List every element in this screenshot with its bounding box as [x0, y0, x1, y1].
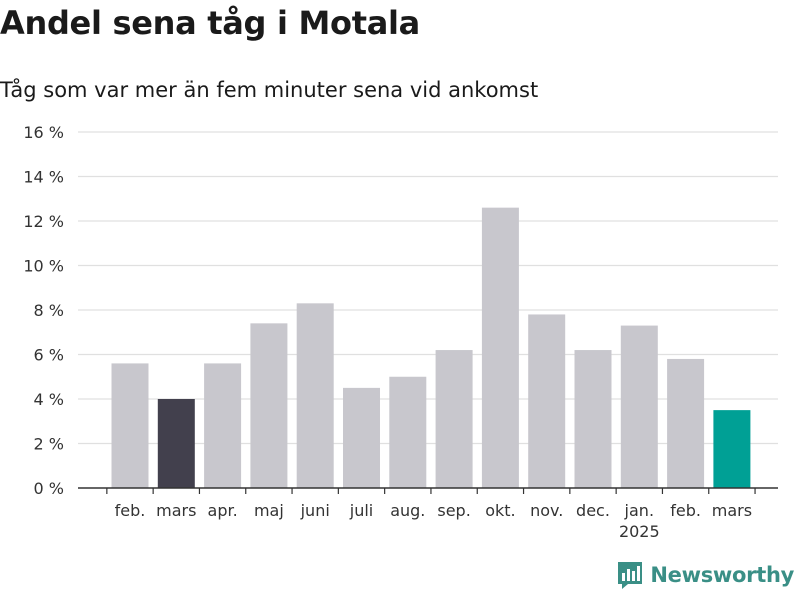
bar — [296, 303, 334, 488]
bar — [250, 323, 288, 488]
bar — [435, 350, 473, 488]
x-tick-label: feb. — [670, 501, 701, 520]
bar — [713, 410, 751, 488]
x-tick-label: feb. — [115, 501, 146, 520]
x-tick-label: maj — [254, 501, 284, 520]
bar — [157, 399, 195, 488]
x-tick-label: okt. — [485, 501, 515, 520]
y-tick-label: 16 % — [23, 123, 64, 142]
bar — [667, 358, 705, 488]
chart-subtitle: Tåg som var mer än fem minuter sena vid … — [0, 78, 539, 102]
y-tick-label: 12 % — [23, 212, 64, 231]
x-tick-label: mars — [712, 501, 752, 520]
x-tick-label: juni — [300, 501, 330, 520]
bar — [204, 363, 242, 488]
chart-title: Andel sena tåg i Motala — [0, 4, 420, 42]
newsworthy-icon — [618, 562, 643, 589]
x-tick-label: sep. — [437, 501, 470, 520]
bar — [343, 387, 380, 488]
x-tick-label: jan. — [624, 501, 654, 520]
newsworthy-logo: Newsworthy — [616, 560, 794, 590]
x-year-label: 2025 — [619, 522, 660, 541]
bar — [111, 363, 149, 488]
bar — [574, 350, 612, 488]
y-tick-label: 10 % — [23, 257, 64, 276]
bar — [620, 325, 658, 488]
y-tick-label: 14 % — [23, 168, 64, 187]
x-tick-label: aug. — [390, 501, 425, 520]
y-tick-label: 6 % — [34, 346, 64, 365]
bar — [528, 314, 566, 488]
x-tick-label: apr. — [208, 501, 238, 520]
x-tick-label: juli — [349, 501, 373, 520]
y-tick-label: 2 % — [34, 435, 64, 454]
x-tick-label: nov. — [530, 501, 563, 520]
y-tick-label: 0 % — [34, 479, 64, 498]
bar — [481, 207, 519, 488]
y-tick-label: 8 % — [34, 301, 64, 320]
bar — [389, 376, 427, 488]
x-tick-label: mars — [156, 501, 196, 520]
x-tick-label: dec. — [576, 501, 610, 520]
newsworthy-label: Newsworthy — [650, 563, 794, 587]
y-tick-label: 4 % — [34, 390, 64, 409]
